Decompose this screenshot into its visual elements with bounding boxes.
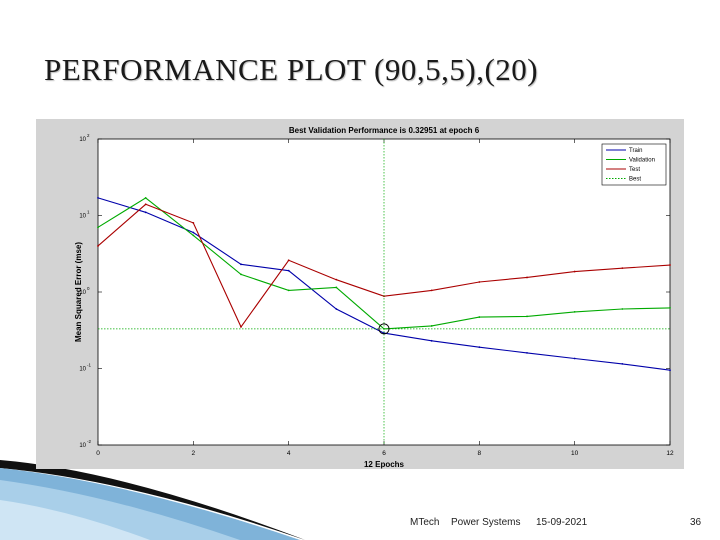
data-point-validation: [669, 306, 671, 309]
data-point-test: [192, 222, 195, 224]
legend-label-validation: Validation: [629, 158, 655, 164]
legend-label-test: Test: [629, 167, 640, 173]
data-point-validation: [335, 286, 338, 289]
x-tick-label: 6: [382, 450, 386, 457]
x-tick-label: 12: [666, 450, 674, 457]
data-point-validation: [97, 226, 99, 229]
data-point-validation: [430, 325, 433, 327]
page-number: 36: [690, 517, 702, 528]
x-tick-label: 10: [571, 450, 579, 457]
y-tick-exponent: -2: [87, 439, 91, 444]
data-point-validation: [478, 316, 481, 318]
data-point-train: [192, 231, 195, 234]
legend-label-train: Train: [629, 148, 642, 154]
best-marker-layer: [98, 139, 670, 445]
y-tick-label: 10: [79, 137, 86, 143]
data-point-train: [621, 362, 624, 365]
data-point-train: [240, 263, 242, 266]
y-tick-exponent: 1: [87, 210, 90, 215]
footer-department: Power Systems: [451, 517, 521, 528]
y-tick-label: 10: [79, 290, 86, 296]
data-point-validation: [144, 196, 147, 199]
data-point-test: [621, 267, 624, 270]
data-point-validation: [240, 273, 242, 276]
swoosh-band-accent: [0, 500, 150, 540]
y-tick-label: 10: [79, 214, 86, 220]
data-point-test: [335, 278, 338, 281]
performance-chart: Best Validation Performance is 0.32951 a…: [74, 126, 674, 469]
data-point-train: [335, 308, 338, 310]
slide-title: PERFORMANCE PLOT (90,5,5),(20): [44, 52, 539, 87]
y-tick-label: 10: [79, 367, 86, 373]
data-point-validation: [192, 234, 195, 237]
x-tick-label: 2: [192, 450, 196, 457]
data-point-train: [526, 351, 528, 354]
figure-panel: Best Validation Performance is 0.32951 a…: [36, 119, 684, 469]
y-tick-exponent: 2: [87, 133, 90, 138]
y-tick-exponent: 0: [87, 286, 90, 291]
x-tick-label: 4: [287, 450, 291, 457]
data-point-test: [287, 259, 290, 262]
data-point-train: [144, 211, 147, 214]
swoosh-band-dark: [0, 460, 305, 540]
data-point-validation: [526, 315, 528, 318]
data-point-train: [430, 339, 433, 342]
chart-title: Best Validation Performance is 0.32951 a…: [289, 126, 480, 135]
data-point-test: [144, 203, 147, 206]
x-tick-label: 0: [96, 450, 100, 457]
data-point-test: [97, 245, 99, 247]
data-point-validation: [621, 308, 624, 310]
y-tick-label: 10: [79, 443, 86, 449]
footer-date: 15-09-2021: [536, 517, 588, 528]
data-point-test: [526, 276, 528, 279]
data-point-test: [573, 270, 576, 273]
data-point-train: [478, 346, 481, 349]
y-tick-exponent: -1: [87, 363, 91, 368]
data-point-test: [430, 289, 433, 292]
data-point-test: [478, 281, 481, 283]
data-point-test: [669, 264, 671, 266]
best-marker-circle: [378, 323, 390, 335]
y-axis-label: Mean Squared Error (mse): [74, 242, 83, 342]
data-point-validation: [287, 289, 290, 292]
data-point-train: [669, 369, 671, 372]
data-point-train: [97, 196, 99, 199]
footer-course: MTech: [410, 517, 440, 528]
decorative-swoosh: [0, 460, 305, 540]
x-axis-label: 12 Epochs: [364, 460, 405, 469]
data-point-train: [573, 357, 576, 360]
legend: Train Validation Test Best: [601, 143, 667, 186]
legend-label-best: Best: [629, 177, 641, 183]
x-tick-label: 8: [478, 450, 482, 457]
data-point-train: [287, 269, 290, 272]
data-point-validation: [573, 310, 576, 313]
data-point-test: [240, 325, 242, 328]
